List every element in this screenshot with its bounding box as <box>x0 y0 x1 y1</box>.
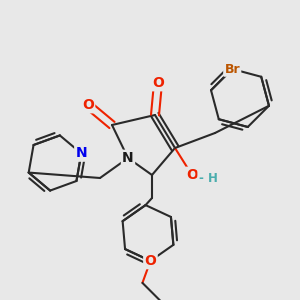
Text: O: O <box>152 76 164 90</box>
Text: O: O <box>145 254 156 268</box>
Text: O: O <box>186 168 198 182</box>
Text: N: N <box>76 146 87 161</box>
Text: N: N <box>122 151 134 165</box>
Text: O: O <box>82 98 94 112</box>
Text: Br: Br <box>224 62 240 76</box>
Text: - H: - H <box>199 172 218 184</box>
